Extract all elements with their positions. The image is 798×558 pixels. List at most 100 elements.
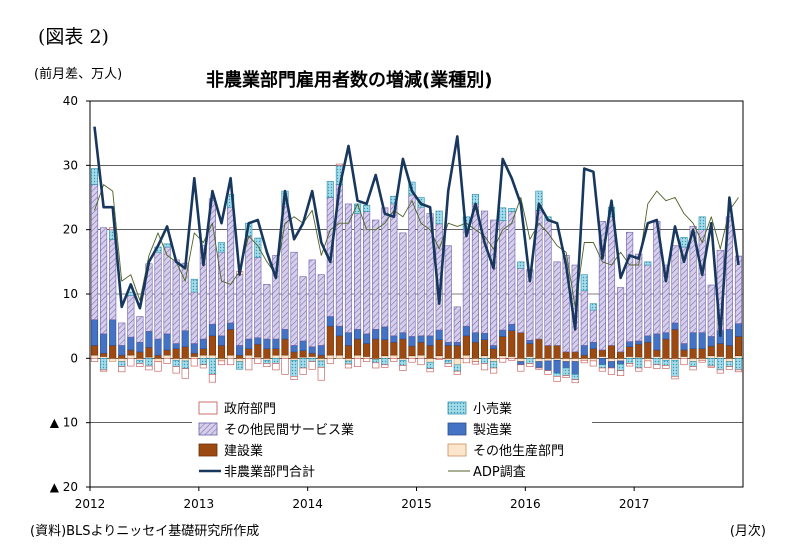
- bar-government: [698, 359, 706, 363]
- bar-government: [471, 361, 480, 365]
- legend-label-retail: 小売業: [473, 401, 512, 417]
- bar-retail: [372, 359, 380, 364]
- bar-construction: [118, 354, 126, 359]
- bar-retail: [598, 364, 606, 369]
- bar-retail: [553, 372, 561, 377]
- bar-other-services: [263, 284, 271, 340]
- bar-other-services: [598, 221, 606, 351]
- bar-government: [562, 375, 570, 378]
- bar-construction: [344, 345, 353, 359]
- bar-other-goods: [208, 354, 217, 359]
- bar-other-services: [626, 231, 634, 342]
- bar-other-goods: [353, 354, 362, 359]
- x-tick-label: 2015: [401, 497, 432, 511]
- bar-manufacturing: [734, 323, 743, 337]
- bar-other-goods: [607, 358, 616, 362]
- bar-manufacturing: [653, 333, 661, 351]
- bar-construction: [199, 348, 207, 356]
- bar-manufacturing: [426, 335, 434, 346]
- bar-manufacturing: [263, 338, 271, 349]
- bar-construction: [181, 346, 189, 359]
- bar-retail: [499, 207, 507, 221]
- bar-retail: [571, 374, 579, 380]
- bar-construction: [471, 341, 480, 359]
- x-tick-label: 2013: [184, 497, 215, 511]
- bar-construction: [571, 351, 579, 359]
- bar-manufacturing: [163, 333, 171, 351]
- bar-other-goods: [644, 358, 652, 362]
- bar-manufacturing: [626, 341, 634, 348]
- bar-construction: [172, 348, 180, 359]
- bar-retail: [580, 274, 588, 292]
- bar-other-services: [471, 203, 480, 333]
- bar-other-goods: [335, 354, 343, 359]
- bar-other-services: [508, 211, 516, 325]
- bar-retail: [236, 361, 244, 370]
- figure-label: (図表 2): [38, 26, 109, 48]
- bar-construction: [526, 343, 534, 357]
- bar-other-services: [317, 274, 325, 346]
- bar-manufacturing: [589, 341, 597, 349]
- bar-other-services: [245, 235, 253, 340]
- legend-swatch-retail: [447, 401, 467, 415]
- bar-manufacturing: [299, 340, 307, 351]
- bar-construction: [308, 352, 316, 357]
- bar-construction: [381, 339, 389, 357]
- bar-manufacturing: [462, 325, 470, 337]
- bar-other-services: [707, 284, 715, 337]
- bar-other-goods: [118, 358, 126, 362]
- bar-government: [263, 363, 271, 367]
- bar-manufacturing: [480, 332, 489, 340]
- bar-other-services: [408, 194, 416, 337]
- bar-retail: [254, 237, 262, 258]
- bar-construction: [417, 341, 425, 356]
- bar-manufacturing: [689, 332, 697, 349]
- bar-construction: [435, 339, 443, 357]
- bar-other-goods: [562, 358, 570, 362]
- bar-government: [571, 379, 579, 384]
- bar-retail: [263, 359, 271, 364]
- bar-construction: [562, 351, 570, 359]
- bar-other-goods: [616, 358, 625, 362]
- bar-construction: [272, 348, 280, 356]
- bar-other-services: [671, 245, 679, 324]
- bar-construction: [353, 338, 362, 356]
- bar-other-goods: [154, 358, 162, 362]
- bar-construction: [390, 341, 398, 356]
- bar-other-goods: [435, 355, 443, 359]
- bar-retail: [707, 358, 715, 367]
- bar-other-goods: [109, 358, 117, 362]
- bar-retail: [172, 359, 180, 367]
- bar-manufacturing: [453, 341, 461, 346]
- bar-manufacturing: [317, 345, 325, 356]
- bar-other-services: [698, 229, 706, 333]
- bar-other-services: [109, 239, 117, 321]
- bar-other-goods: [181, 358, 189, 362]
- bar-manufacturing: [217, 335, 226, 346]
- bar-construction: [707, 345, 715, 357]
- bar-government: [118, 366, 126, 373]
- bar-manufacturing: [363, 333, 371, 344]
- bar-manufacturing: [326, 316, 334, 327]
- bar-retail: [118, 361, 126, 367]
- y-tick-label: 30: [63, 158, 78, 172]
- bar-government: [616, 370, 625, 377]
- bar-other-services: [254, 257, 262, 339]
- bar-construction: [462, 335, 470, 356]
- bar-government: [453, 370, 461, 375]
- bar-manufacturing: [172, 343, 180, 349]
- bar-government: [299, 367, 307, 375]
- bar-government: [462, 358, 470, 364]
- bar-other-services: [453, 306, 461, 343]
- bar-manufacturing: [553, 359, 561, 374]
- bar-retail: [308, 358, 316, 362]
- bar-government: [245, 358, 253, 371]
- bar-government: [535, 367, 543, 370]
- bar-other-services: [399, 232, 407, 333]
- legend-label-total-line: 非農業部門合計: [224, 464, 315, 480]
- bar-retail: [199, 358, 207, 366]
- bar-government: [598, 367, 606, 372]
- bar-other-services: [480, 210, 489, 334]
- bar-manufacturing: [127, 336, 135, 351]
- bar-construction: [635, 343, 643, 358]
